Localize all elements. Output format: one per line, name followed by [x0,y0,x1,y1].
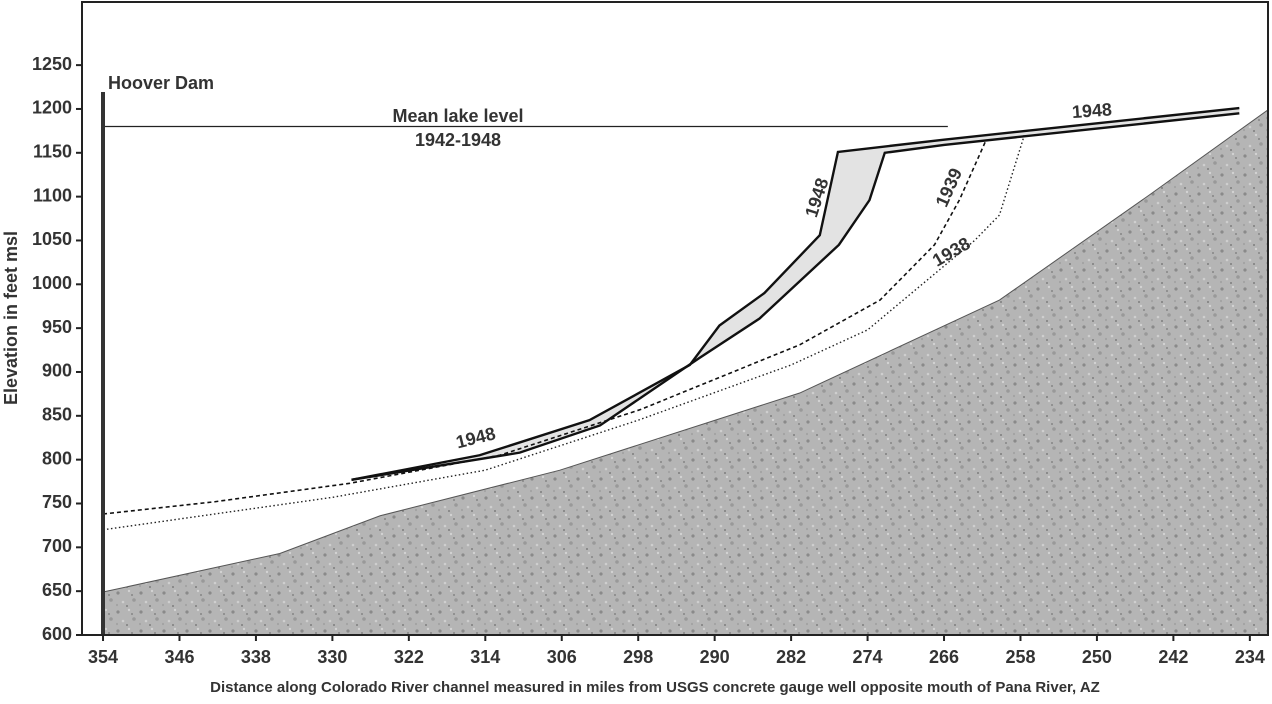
x-tick-label: 338 [241,647,271,667]
y-tick-label: 1250 [32,54,72,74]
x-tick-label: 266 [929,647,959,667]
y-tick-label: 900 [42,361,72,381]
y-tick-label: 750 [42,492,72,512]
annotation: 1942-1948 [415,130,501,150]
x-tick-label: 242 [1158,647,1188,667]
y-tick-label: 800 [42,448,72,468]
y-tick-label: 950 [42,317,72,337]
profile-line [351,106,1240,481]
annotation: 1938 [929,233,974,270]
y-tick-label: 850 [42,405,72,425]
ground [102,108,1269,636]
x-tick-label: 330 [317,647,347,667]
y-tick-label: 700 [42,536,72,556]
y-tick-label: 1100 [33,185,72,205]
y-axis-label: Elevation in feet msl [1,231,21,405]
x-axis-label: Distance along Colorado River channel me… [210,679,1100,696]
x-tick-label: 250 [1082,647,1112,667]
x-tick-label: 298 [623,647,653,667]
annotation: 1939 [932,165,967,210]
x-tick-label: 354 [88,647,118,667]
annotation: 1948 [454,423,498,452]
x-tick-label: 282 [776,647,806,667]
profile-line [351,112,1240,482]
y-tick-label: 1050 [32,229,72,249]
y-tick-label: 1000 [32,273,72,293]
x-tick-label: 314 [470,647,500,667]
x-tick-label: 306 [547,647,577,667]
annotation: Mean lake level [392,106,523,126]
x-tick-label: 290 [700,647,730,667]
y-tick-label: 650 [42,580,72,600]
plot-frame [81,1,1269,636]
y-tick-label: 600 [42,624,72,644]
y-tick-label: 1200 [32,98,72,118]
x-tick-label: 322 [394,647,424,667]
plot-area [102,106,1269,636]
x-tick-label: 234 [1235,647,1265,667]
x-tick-label: 346 [164,647,194,667]
annotation: 1948 [1071,99,1112,122]
x-tick-label: 274 [853,647,883,667]
x-tick-label: 258 [1005,647,1035,667]
y-tick-label: 1150 [33,142,72,162]
annotation: Hoover Dam [108,73,214,93]
